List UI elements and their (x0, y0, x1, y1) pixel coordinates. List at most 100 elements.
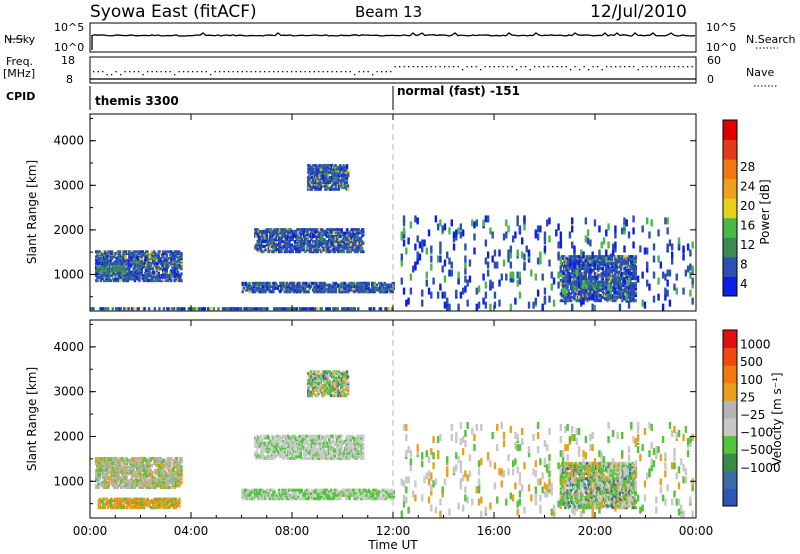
range-cell (113, 499, 116, 503)
range-cell (258, 231, 262, 235)
range-cell (598, 273, 601, 277)
range-cell (622, 287, 625, 291)
range-cell (575, 289, 578, 293)
nave-label: Nave (746, 66, 774, 79)
range-cell (296, 286, 299, 290)
range-cell (147, 458, 150, 462)
range-cell (457, 303, 460, 311)
range-cell (563, 255, 566, 259)
range-cell (157, 270, 160, 274)
range-cell (543, 237, 547, 245)
range-cell (346, 172, 350, 176)
range-cell (138, 470, 141, 474)
power-colorbar-tick: 28 (740, 160, 755, 174)
range-cell (330, 238, 333, 242)
range-cell (109, 258, 113, 262)
range-cell (546, 219, 549, 227)
power-y-label: Slant Range [km] (25, 160, 39, 264)
range-cell (272, 240, 275, 244)
range-cell (331, 288, 334, 292)
range-cell (354, 245, 357, 249)
range-cell (627, 283, 631, 287)
range-cell (607, 297, 610, 301)
range-cell (100, 307, 103, 311)
range-cell (631, 260, 634, 264)
range-cell (130, 458, 133, 462)
range-cell (325, 169, 328, 173)
nave-dot (669, 66, 671, 68)
range-cell (619, 268, 623, 272)
range-cell (116, 502, 120, 506)
range-cell (278, 290, 282, 294)
range-cell (135, 265, 139, 269)
range-cell (109, 479, 113, 483)
range-cell (163, 267, 166, 271)
range-cell (609, 253, 613, 261)
range-cell (159, 260, 163, 264)
range-cell (105, 277, 108, 281)
nave-dot (408, 66, 410, 68)
range-cell (351, 245, 355, 249)
range-cell (104, 250, 107, 254)
range-cell (152, 502, 155, 506)
range-cell (166, 458, 170, 462)
range-cell (148, 267, 151, 271)
nave-dot (588, 69, 590, 71)
range-cell (326, 172, 329, 176)
range-cell (259, 285, 263, 289)
range-cell (348, 240, 351, 244)
range-cell (582, 258, 585, 262)
range-cell (589, 239, 592, 247)
nsearch-tick-top: 10^5 (706, 21, 736, 34)
range-cell (113, 279, 116, 283)
range-cell (664, 217, 667, 225)
range-cell (304, 238, 307, 242)
range-cell (342, 177, 345, 181)
range-cell (358, 290, 361, 294)
range-cell (154, 462, 157, 466)
range-cell (286, 285, 290, 289)
range-cell (345, 165, 349, 169)
range-cell (173, 270, 176, 274)
range-cell (298, 250, 301, 254)
range-cell (166, 250, 170, 254)
range-cell (609, 282, 613, 286)
range-cell (605, 287, 608, 291)
range-cell (351, 231, 355, 235)
range-cell (324, 229, 327, 233)
range-cell (568, 275, 572, 283)
range-cell (346, 307, 350, 311)
range-cell (633, 273, 636, 277)
range-cell (125, 467, 129, 471)
range-cell (436, 223, 440, 231)
range-cell (130, 270, 133, 274)
range-cell (135, 501, 138, 505)
range-cell (324, 233, 327, 237)
range-cell (118, 462, 122, 466)
range-cell (457, 227, 460, 235)
range-cell (590, 278, 593, 282)
range-cell (118, 463, 122, 467)
range-cell (568, 255, 572, 259)
range-cell (96, 477, 99, 481)
range-cell (563, 268, 566, 272)
range-cell (292, 281, 296, 285)
range-cell (156, 262, 159, 266)
range-cell (318, 231, 322, 235)
nave-dot (376, 71, 378, 73)
range-cell (164, 480, 167, 484)
range-cell (105, 502, 108, 506)
range-cell (120, 272, 123, 276)
range-cell (564, 260, 567, 264)
range-cell (254, 233, 257, 237)
range-cell (108, 279, 112, 283)
range-cell (589, 271, 592, 279)
range-cell (122, 265, 125, 269)
range-cell (165, 270, 168, 274)
range-cell (614, 241, 617, 249)
range-cell (585, 285, 589, 289)
nave-dot (219, 71, 221, 73)
range-cell (249, 288, 252, 292)
range-cell (337, 241, 340, 245)
